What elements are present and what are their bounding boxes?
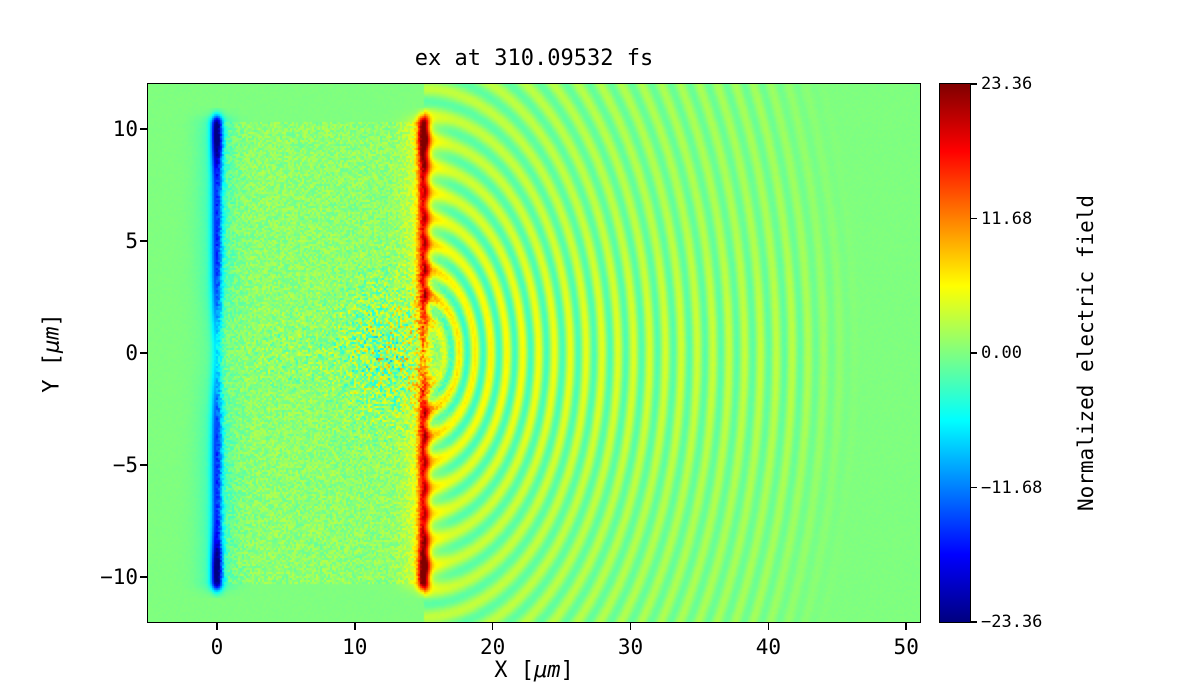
x-tick-label: 50 (893, 635, 919, 659)
y-axis-tick (140, 576, 147, 578)
plot-title: ex at 310.09532 fs (414, 46, 654, 71)
x-axis-tick (354, 623, 356, 630)
x-axis-unit: μm (534, 658, 561, 683)
x-tick-label: 20 (479, 635, 506, 659)
field-heatmap (148, 84, 920, 622)
y-tick-label: 0 (125, 341, 138, 365)
x-axis-tick (905, 623, 907, 630)
x-tick-label: 30 (617, 635, 644, 659)
colorbar-tick-label: 0.00 (981, 343, 1022, 363)
y-tick-label: −5 (112, 453, 138, 478)
x-axis-label: X [μm] (148, 658, 920, 683)
y-tick-label: 10 (112, 116, 138, 141)
colorbar-gradient (940, 84, 970, 622)
colorbar-tick (971, 352, 977, 354)
colorbar-tick (971, 486, 977, 489)
y-axis-tick (140, 464, 147, 466)
colorbar-tick (971, 621, 977, 623)
y-axis-tick (140, 352, 147, 354)
y-axis-tick (140, 128, 147, 130)
colorbar-tick-label: 23.36 (981, 74, 1033, 94)
y-axis-tick (140, 240, 147, 242)
colorbar (939, 83, 971, 623)
colorbar-tick-label: −11.68 (981, 477, 1043, 498)
colorbar-label: Normalized electric field (1074, 194, 1098, 512)
y-tick-label: −10 (100, 565, 138, 590)
heatmap-axes (147, 83, 921, 623)
x-tick-label: 10 (342, 635, 368, 659)
x-axis-tick (629, 623, 632, 630)
x-axis-tick (216, 623, 218, 630)
x-axis-tick (491, 623, 494, 630)
x-tick-label: 0 (210, 635, 224, 659)
colorbar-tick (971, 217, 977, 220)
x-axis-label-post: ] (560, 658, 574, 683)
y-tick-label: 5 (125, 228, 138, 253)
x-axis-tick (767, 623, 770, 630)
y-axis-label-post: ] (39, 313, 65, 327)
x-tick-label: 40 (755, 635, 781, 659)
colorbar-tick-label: 11.68 (981, 208, 1033, 229)
colorbar-tick (971, 83, 977, 85)
colorbar-tick-label: −23.36 (981, 612, 1043, 632)
x-axis-label-pre: X [ (494, 658, 534, 683)
